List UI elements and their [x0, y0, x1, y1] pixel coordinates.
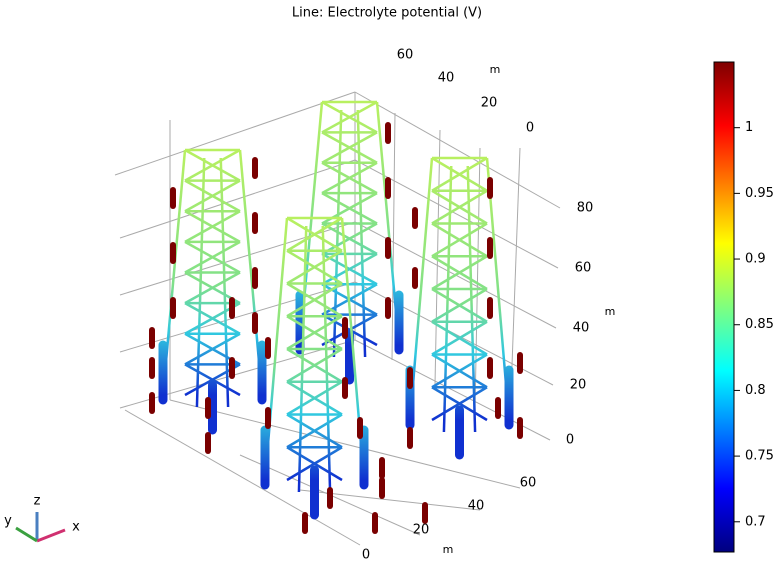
grid-line: [125, 410, 360, 545]
z-tick-label: 0: [566, 433, 574, 448]
grid-line: [120, 160, 355, 238]
x-tick-label: 40: [468, 499, 485, 514]
z-tick-label: 40: [573, 321, 590, 336]
y-tick-label: 20: [481, 96, 498, 111]
colorbar-tick-label: 1: [745, 120, 753, 135]
colorbar-tick-label: 0.85: [745, 317, 774, 332]
z-unit-label: m: [605, 305, 616, 318]
y-tick-label: 60: [397, 48, 414, 63]
z-tick-label: 20: [570, 378, 587, 393]
x-tick-label: 60: [520, 476, 537, 491]
colorbar-tick-label: 0.9: [745, 252, 766, 267]
colorbar-tick-label: 0.95: [745, 186, 774, 201]
z-tick-label: 60: [575, 261, 592, 276]
y-tick-label: 40: [438, 71, 455, 86]
y-unit-label: m: [490, 63, 501, 76]
jacket-tower: [163, 150, 262, 407]
axis-triad: z y x: [4, 494, 80, 542]
y-tick-label: 0: [526, 121, 534, 136]
colorbar-tick-label: 0.75: [745, 449, 774, 464]
triad-y-label: y: [4, 514, 12, 529]
colorbar-tick-label: 0.7: [745, 514, 766, 529]
triad-x-arrow: [37, 530, 65, 541]
x-tick-label: 0: [362, 548, 370, 561]
x-tick-label: 20: [413, 523, 430, 538]
triad-z-label: z: [34, 494, 41, 509]
triad-y-arrow: [16, 528, 37, 541]
x-unit-label: m: [443, 543, 454, 556]
z-tick-label: 80: [577, 201, 594, 216]
grid-line: [170, 400, 520, 488]
colorbar-tick-label: 0.8: [745, 383, 766, 398]
plot-window: Line: Electrolyte potential (V) 60 40 20 0 m…: [0, 0, 774, 561]
plot-title: Line: Electrolyte potential (V): [292, 6, 482, 21]
colorbar: [714, 62, 734, 552]
triad-x-label: x: [72, 520, 80, 535]
